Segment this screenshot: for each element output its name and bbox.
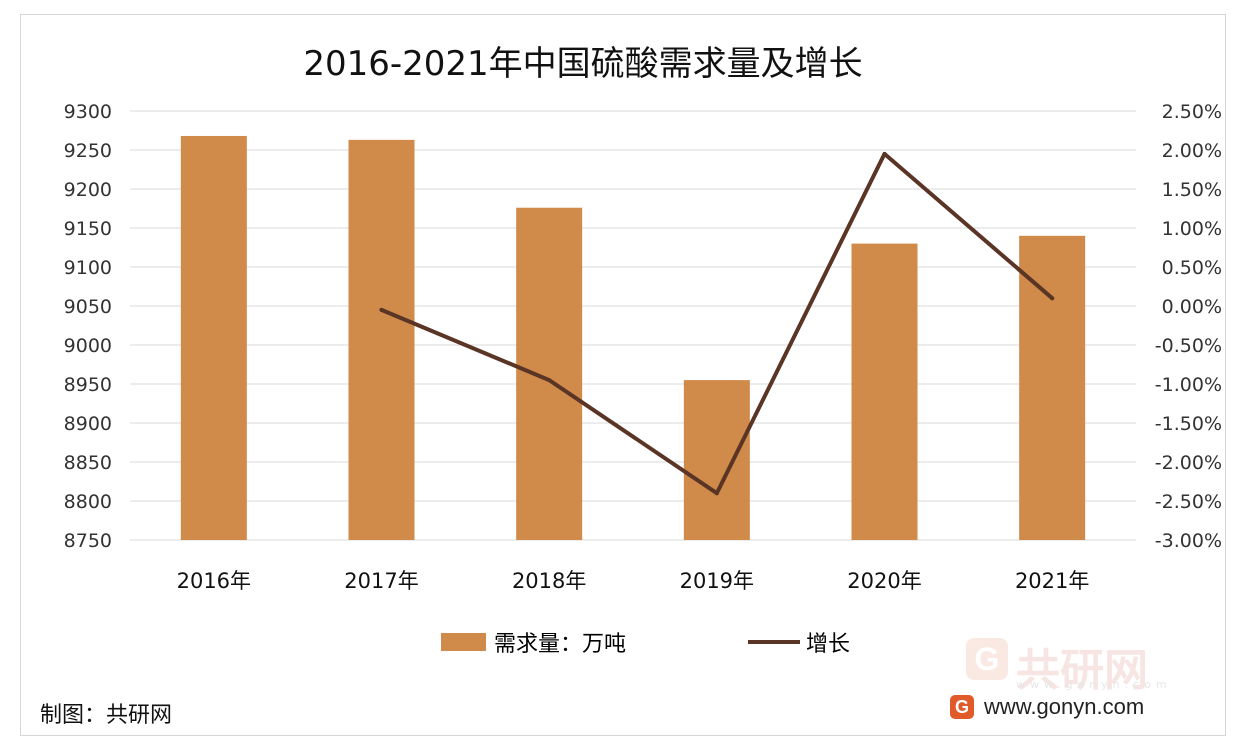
chart-frame (20, 14, 1226, 736)
y-right-tick-label: -1.50% (1155, 413, 1222, 435)
y-left-tick-label: 8950 (64, 374, 112, 396)
y-left-tick-label: 9050 (64, 296, 112, 318)
bar-demand (683, 380, 750, 540)
y-left-tick-label: 9000 (64, 335, 112, 357)
y-right-tick-label: 2.00% (1162, 140, 1222, 162)
site-credit[interactable]: G www.gonyn.com (950, 694, 1144, 720)
watermark-icon: G (966, 638, 1008, 680)
bar-demand (516, 207, 583, 540)
chart-plot-area: 8750 8800 8850 8900 8950 9000 9050 9100 9150 9200… (64, 101, 1222, 593)
chart-title: 2016-2021年中国硫酸需求量及增长 (303, 44, 863, 84)
bar-demand (851, 243, 918, 540)
watermark-brand: 共研网 (1016, 645, 1148, 696)
x-tick-label: 2018年 (512, 569, 586, 593)
legend-item-demand: 需求量：万吨 (441, 626, 626, 658)
legend-swatch-line (748, 640, 800, 644)
y-left-tick-label: 9250 (64, 140, 112, 162)
source-label: 制图：共研网 (40, 703, 173, 728)
y-right-tick-label: -3.00% (1155, 530, 1222, 552)
x-tick-label: 2017年 (344, 569, 418, 593)
growth-point (547, 378, 552, 383)
y-left-tick-label: 8850 (64, 452, 112, 474)
site-url[interactable]: www.gonyn.com (984, 694, 1145, 719)
x-tick-label: 2021年 (1015, 569, 1089, 593)
y-right-tick-label: 1.00% (1162, 218, 1222, 240)
legend-swatch-bar (441, 633, 486, 651)
y-right-tick-label: 0.50% (1162, 257, 1222, 279)
legend-item-growth: 增长 (748, 626, 850, 658)
growth-point (1050, 296, 1055, 301)
site-logo-icon: G (950, 695, 974, 719)
y-left-tick-label: 8800 (64, 491, 112, 513)
bar-demand (180, 135, 247, 540)
y-left-tick-label: 9100 (64, 257, 112, 279)
growth-point (714, 491, 719, 496)
y-left-tick-label: 8900 (64, 413, 112, 435)
bar-demand (1019, 235, 1086, 541)
y-left-tick-label: 9150 (64, 218, 112, 240)
x-tick-label: 2019年 (680, 569, 754, 593)
x-tick-label: 2020年 (847, 569, 921, 593)
chart-legend: 需求量：万吨 增长 (0, 626, 1240, 658)
growth-point (882, 151, 887, 156)
watermark-logo: G 共研网 www.gonyn.com (966, 636, 1188, 696)
y-left-tick-label: 9200 (64, 179, 112, 201)
legend-label-demand: 需求量：万吨 (494, 632, 627, 657)
y-right-tick-label: -0.50% (1155, 335, 1222, 357)
y-left-tick-label: 9300 (64, 101, 112, 123)
y-right-tick-label: 2.50% (1162, 101, 1222, 123)
bar-demand (348, 139, 415, 541)
legend-label-growth: 增长 (806, 632, 851, 657)
y-left-tick-label: 8750 (64, 530, 112, 552)
watermark-url: www.gonyn.com (1016, 678, 1172, 691)
y-right-tick-label: -1.00% (1155, 374, 1222, 396)
growth-point (379, 307, 384, 312)
y-right-tick-label: 0.00% (1162, 296, 1222, 318)
y-right-tick-label: -2.00% (1155, 452, 1222, 474)
y-right-tick-label: 1.50% (1162, 179, 1222, 201)
y-right-tick-label: -2.50% (1155, 491, 1222, 513)
x-tick-label: 2016年 (177, 569, 251, 593)
